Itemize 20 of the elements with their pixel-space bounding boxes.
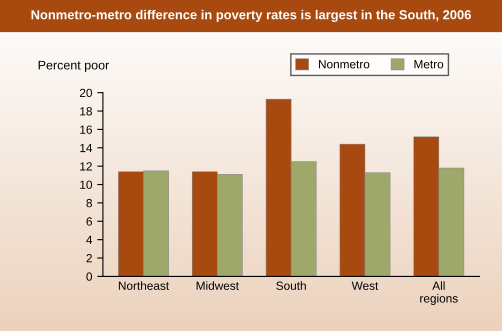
y-tick-label: 0 [86,272,92,281]
y-tick-label: 8 [86,198,92,208]
y-tick-label: 20 [80,88,92,98]
y-tick-label: 10 [80,180,92,189]
x-tick-label: West [352,282,378,290]
x-tick-label: All regions [420,281,458,305]
y-tick-label: 12 [80,162,92,170]
chart-title: Nonmetro-metro difference in poverty rates is largest in the South, 2006 [32,10,471,22]
y-tick-label: 16 [80,125,92,134]
y-tick-label: 18 [80,107,92,116]
x-tick-label: South [276,281,306,290]
x-tick-label: Midwest [196,281,239,290]
y-axis-title: Percent poor [38,60,110,72]
legend-label: Metro [414,60,444,68]
y-tick-label: 14 [80,144,92,152]
y-tick-label: 4 [86,236,92,244]
y-tick-label: 6 [86,217,92,226]
legend-label: Nonmetro [318,60,370,68]
x-tick-label: Northeast [118,281,170,290]
y-tick-label: 2 [86,254,92,262]
